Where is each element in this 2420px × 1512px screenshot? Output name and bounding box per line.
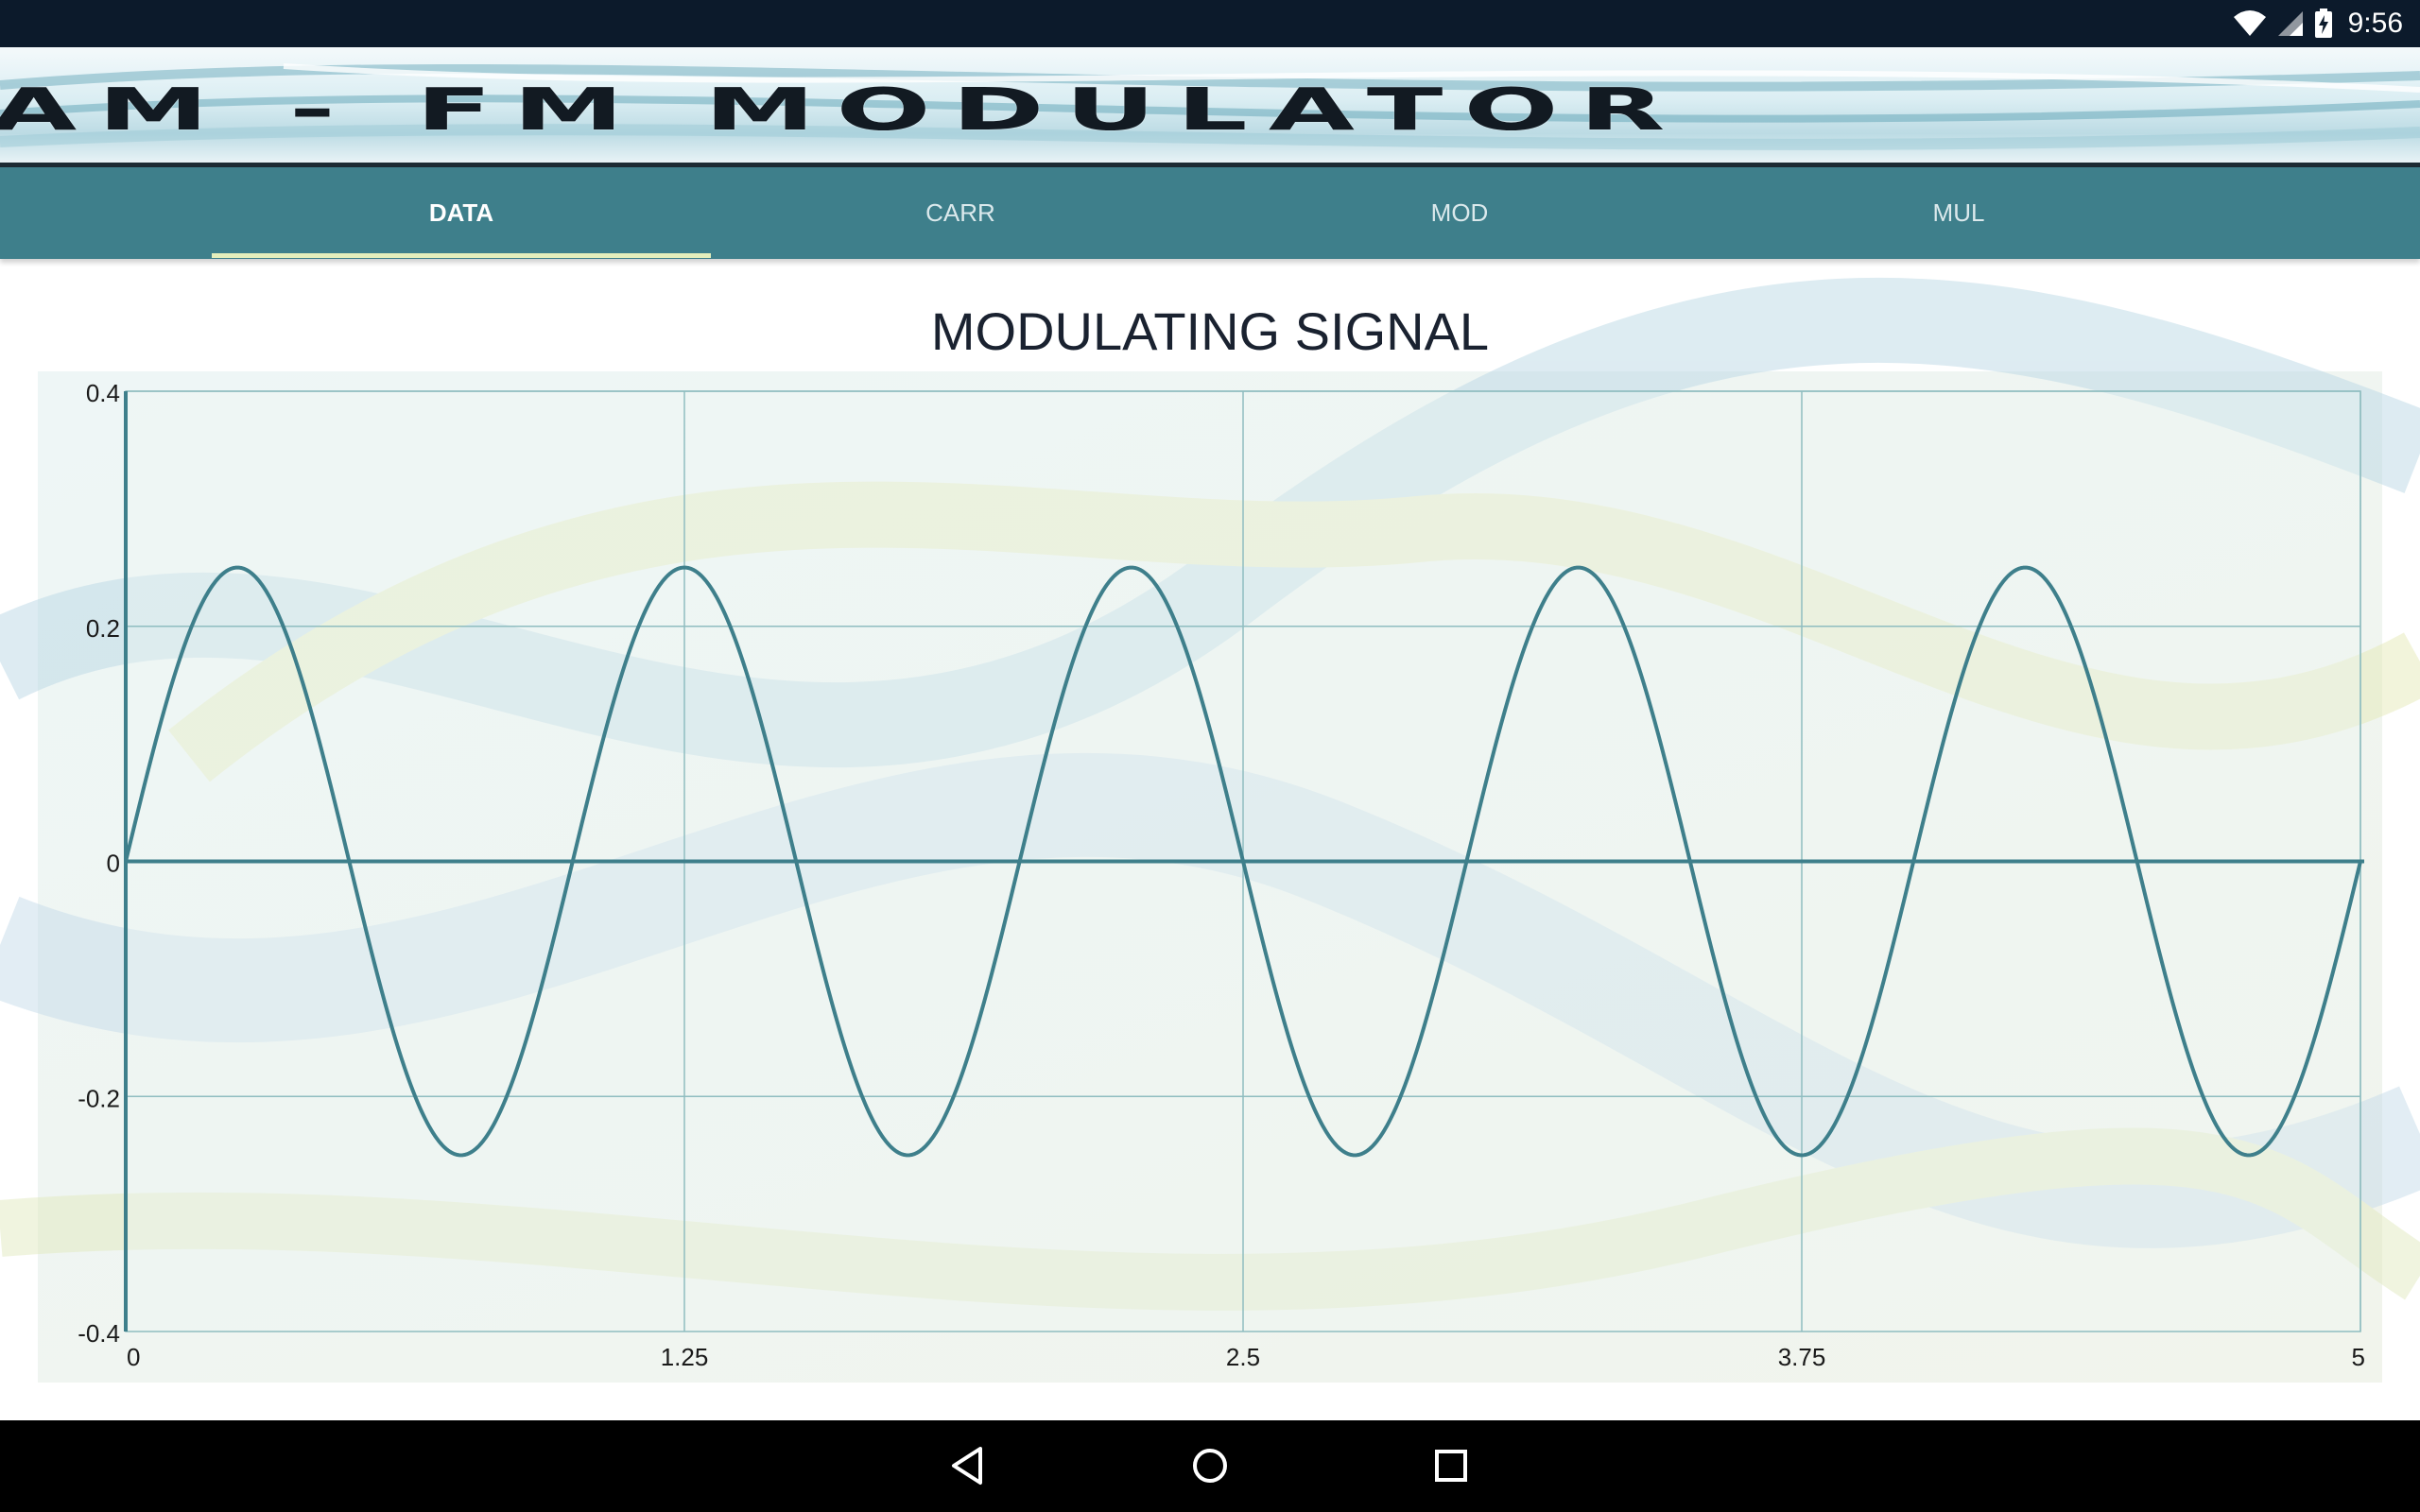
tab-mod[interactable]: MOD <box>1430 198 1489 227</box>
y-tick-label: -0.2 <box>78 1084 120 1112</box>
tab-carr[interactable]: CARR <box>925 198 995 227</box>
chart-series <box>124 565 2362 1158</box>
series-line <box>124 565 2362 1158</box>
status-time: 9:56 <box>2347 8 2403 39</box>
tab-mul[interactable]: MUL <box>1932 198 1985 227</box>
battery-charging-icon <box>2314 9 2332 38</box>
recents-icon[interactable] <box>1423 1437 1479 1494</box>
home-icon[interactable] <box>1182 1437 1238 1494</box>
tab-active-indicator <box>212 253 711 258</box>
y-tick-label: 0.4 <box>86 379 120 407</box>
tab-bar: DATA CARR MOD MUL <box>0 167 2420 259</box>
decorative-wave-background <box>0 277 2420 1311</box>
banner-wave-graphic <box>0 63 2420 150</box>
cell-signal-icon <box>2277 11 2303 36</box>
chart-title: MODULATING SIGNAL <box>930 301 1490 361</box>
x-tick-label: 0 <box>127 1343 140 1371</box>
y-tick-labels: 0.4 0.2 0 -0.2 -0.4 <box>78 379 120 1348</box>
x-tick-label: 5 <box>2352 1343 2365 1371</box>
y-tick-label: 0 <box>107 850 120 878</box>
wifi-icon <box>2233 10 2266 36</box>
back-icon[interactable] <box>941 1437 997 1494</box>
tab-data[interactable]: DATA <box>428 198 494 227</box>
app-banner: AM - FM MODULATOR <box>0 47 2420 167</box>
x-tick-label: 2.5 <box>1226 1343 1260 1371</box>
y-tick-label: -0.4 <box>78 1319 120 1348</box>
navigation-bar <box>0 1420 2420 1512</box>
y-tick-label: 0.2 <box>86 614 120 643</box>
x-tick-labels: 0 1.25 2.5 3.75 5 <box>127 1343 2365 1371</box>
x-tick-label: 1.25 <box>661 1343 709 1371</box>
status-icons: 9:56 <box>2233 0 2403 47</box>
x-tick-label: 3.75 <box>1778 1343 1826 1371</box>
status-bar: 9:56 <box>0 0 2420 47</box>
